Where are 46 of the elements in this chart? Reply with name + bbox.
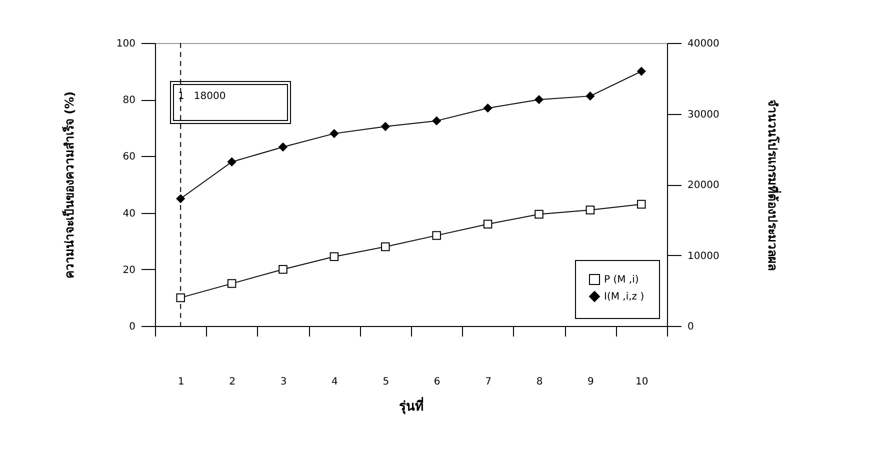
point bbox=[534, 210, 544, 219]
point bbox=[176, 194, 185, 204]
point bbox=[432, 116, 441, 126]
y-tick-label: 100 bbox=[116, 38, 136, 50]
y-tick-label: 40 bbox=[122, 208, 136, 220]
point bbox=[586, 92, 595, 100]
point bbox=[330, 129, 339, 138]
x-tick-label: 9 bbox=[588, 376, 594, 388]
point bbox=[227, 279, 236, 288]
y2-tick-label: 0 bbox=[688, 322, 694, 332]
y-tick-label: 80 bbox=[122, 95, 136, 106]
y-tick-label: 20 bbox=[122, 264, 136, 276]
x-tick-label: 4 bbox=[332, 376, 338, 388]
y-tick-label: 0 bbox=[129, 322, 136, 332]
point bbox=[227, 157, 236, 166]
y2-tick-label: 40000 bbox=[688, 38, 720, 50]
x-tick-label: 8 bbox=[536, 376, 543, 388]
point bbox=[176, 293, 185, 302]
y-tick-label: 60 bbox=[122, 152, 136, 163]
point bbox=[432, 231, 441, 240]
point bbox=[278, 265, 288, 274]
x-tick-label: 10 bbox=[636, 376, 648, 388]
legend-label: I(M ,i,z ) bbox=[604, 292, 644, 302]
point bbox=[637, 66, 646, 76]
point bbox=[534, 95, 544, 104]
legend-label: P (M ,i) bbox=[604, 274, 639, 286]
x-axis-title: รุ่นที่ bbox=[399, 396, 424, 414]
y2-tick-label: 20000 bbox=[688, 180, 720, 191]
point bbox=[586, 206, 595, 214]
x-tick-label: 2 bbox=[229, 376, 236, 388]
point bbox=[637, 200, 646, 209]
y2-tick-label: 30000 bbox=[688, 109, 720, 120]
point bbox=[381, 122, 390, 131]
point bbox=[381, 242, 390, 252]
point bbox=[483, 104, 492, 112]
x-tick-label: 5 bbox=[382, 376, 390, 388]
x-tick-label: 6 bbox=[434, 376, 440, 388]
point bbox=[330, 252, 339, 262]
y2-axis-title: จำนวนโปรแกรมที่ต้องประมวลผล bbox=[765, 100, 782, 270]
y-axis-title: ความน่าจะเป็นของความสำเร็จ (%) bbox=[61, 91, 76, 279]
point bbox=[483, 220, 492, 228]
y2-tick-label: 10000 bbox=[688, 250, 720, 262]
x-tick-label: 7 bbox=[485, 376, 492, 388]
x-tick-label: 1 bbox=[178, 376, 184, 388]
x-tick-label: 3 bbox=[280, 376, 287, 388]
point bbox=[278, 142, 288, 152]
